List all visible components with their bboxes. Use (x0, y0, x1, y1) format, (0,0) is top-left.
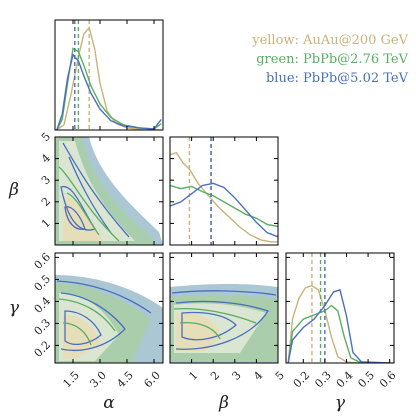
y-axis-label-gamma: γ (9, 298, 20, 318)
x-tick-label-beta: 4 (251, 369, 265, 383)
beta-marginal (170, 137, 278, 245)
y-tick-label-beta: 3 (39, 173, 53, 187)
x-tick-label-gamma: 0.5 (355, 369, 377, 391)
x-tick-label-beta: 2 (208, 369, 222, 383)
hist-gamma-series-1 (288, 306, 390, 364)
alpha-marginal (57, 20, 161, 130)
y-tick-label-beta: 1 (39, 216, 53, 230)
hist-gamma-series-2 (288, 290, 390, 363)
legend-entry-2: blue: PbPb@5.02 TeV (266, 71, 409, 86)
legend-entry-0: yellow: AuAu@200 GeV (251, 33, 408, 48)
x-tick-label-beta: 5 (273, 369, 287, 383)
y-tick-label-gamma: 0.5 (32, 272, 54, 294)
y-tick-label-gamma: 0.6 (32, 250, 54, 272)
x-tick-label-alpha: 1.5 (60, 369, 82, 391)
x-axis-label-gamma: γ (335, 393, 346, 413)
beta-gamma-density (170, 284, 278, 363)
x-tick-label-gamma: 0.2 (291, 369, 313, 391)
x-tick-label-gamma: 0.6 (377, 369, 399, 391)
x-axis-label-alpha: α (103, 393, 115, 413)
x-tick-label-beta: 1 (186, 369, 200, 383)
hist-beta-series-1 (170, 186, 278, 227)
x-tick-label-alpha: 3.0 (87, 369, 109, 391)
panel-frame-bb (170, 137, 278, 245)
x-tick-label-gamma: 0.3 (312, 369, 334, 391)
x-axis-label-beta: β (218, 393, 229, 413)
y-tick-label-beta: 5 (39, 130, 53, 144)
x-tick-label-gamma: 0.4 (334, 369, 356, 391)
y-tick-label-gamma: 0.3 (32, 316, 54, 338)
y-axis-label-beta: β (8, 180, 19, 200)
y-tick-label-gamma: 0.4 (32, 294, 54, 316)
x-tick-label-alpha: 4.5 (114, 369, 136, 391)
hist-alpha-series-2 (57, 55, 161, 130)
gamma-marginal (288, 253, 394, 363)
hist-beta-series-2 (170, 183, 278, 236)
y-tick-label-beta: 4 (39, 152, 53, 166)
y-tick-label-gamma: 0.2 (32, 338, 54, 360)
y-tick-label-beta: 2 (39, 195, 53, 209)
panel-frame-gg (286, 253, 394, 363)
legend-entry-1: green: PbPb@2.76 TeV (256, 52, 408, 67)
x-tick-label-alpha: 6.0 (141, 369, 163, 391)
x-tick-label-beta: 3 (230, 369, 244, 383)
